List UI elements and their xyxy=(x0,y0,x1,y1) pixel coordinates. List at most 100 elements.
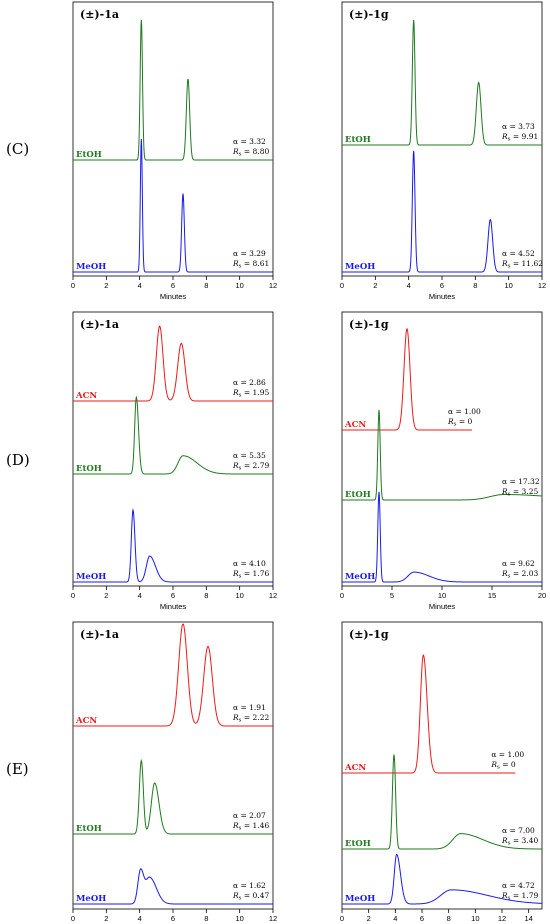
alpha-annotation: α = 1.91 xyxy=(233,703,266,712)
x-axis-label: Minutes xyxy=(160,292,187,301)
x-tick-label: 12 xyxy=(269,591,277,600)
x-tick-label: 8 xyxy=(204,281,208,290)
x-tick-label: 6 xyxy=(171,281,175,290)
alpha-annotation: α = 3.32 xyxy=(233,137,266,146)
x-axis-label: Minutes xyxy=(429,602,456,611)
row-label-e-text: (E) xyxy=(6,760,29,778)
x-tick-label: 4 xyxy=(138,281,142,290)
trace-acn xyxy=(342,328,472,431)
x-tick-label: 20 xyxy=(538,591,546,600)
x-tick-label: 12 xyxy=(269,914,277,923)
panel-title: (±)-1g xyxy=(349,318,389,331)
x-tick-label: 8 xyxy=(204,914,208,923)
x-tick-label: 4 xyxy=(407,281,411,290)
rs-annotation: Rs = 3.40 xyxy=(501,836,538,847)
panel-title: (±)-1g xyxy=(349,8,389,21)
alpha-annotation: α = 4.72 xyxy=(502,881,535,890)
x-tick-label: 2 xyxy=(104,914,108,923)
trace-meoh xyxy=(73,508,273,583)
alpha-annotation: α = 3.73 xyxy=(502,122,535,131)
x-tick-label: 8 xyxy=(447,914,451,923)
rs-annotation: Rs = 2.22 xyxy=(232,713,269,724)
solvent-label: EtOH xyxy=(345,490,371,500)
trace-etoh xyxy=(73,758,273,835)
trace-meoh xyxy=(73,138,273,273)
alpha-annotation: α = 4.52 xyxy=(502,249,535,258)
solvent-label: ACN xyxy=(344,763,366,773)
solvent-label: MeOH xyxy=(345,894,375,904)
panel-title: (±)-1a xyxy=(80,318,119,331)
rs-annotation: Rs = 1.95 xyxy=(232,388,269,399)
trace-etoh xyxy=(342,19,542,146)
row-label-d: (D) xyxy=(6,451,30,469)
x-tick-label: 0 xyxy=(340,281,344,290)
rs-annotation: Rs = 1.79 xyxy=(501,891,538,902)
rs-annotation: Rs = 3.25 xyxy=(501,487,538,498)
x-tick-label: 10 xyxy=(235,914,243,923)
panel-title: (±)-1g xyxy=(349,628,389,641)
x-tick-label: 2 xyxy=(104,281,108,290)
panel-title: (±)-1a xyxy=(80,8,119,21)
trace-acn xyxy=(342,654,516,774)
x-tick-label: 4 xyxy=(138,591,142,600)
x-tick-label: 6 xyxy=(440,281,444,290)
solvent-label: EtOH xyxy=(345,839,371,849)
rs-annotation: Rs = 0.47 xyxy=(232,891,269,902)
rs-annotation: Rs = 1.76 xyxy=(232,569,269,580)
rs-annotation: Rs = 11.62 xyxy=(501,259,543,270)
solvent-label: EtOH xyxy=(76,824,102,834)
rs-annotation: Rs = 0 xyxy=(490,760,516,771)
trace-acn xyxy=(73,325,273,402)
solvent-label: EtOH xyxy=(345,135,371,145)
trace-meoh xyxy=(342,491,542,583)
x-tick-label: 8 xyxy=(204,591,208,600)
rs-annotation: Rs = 2.79 xyxy=(232,461,269,472)
solvent-label: ACN xyxy=(75,716,97,726)
trace-etoh xyxy=(342,409,543,501)
solvent-label: ACN xyxy=(75,391,97,401)
x-tick-label: 2 xyxy=(367,914,371,923)
x-tick-label: 0 xyxy=(340,591,344,600)
x-tick-label: 14 xyxy=(524,914,532,923)
x-tick-label: 6 xyxy=(420,914,424,923)
x-tick-label: 5 xyxy=(390,591,394,600)
x-tick-label: 6 xyxy=(171,591,175,600)
x-tick-label: 2 xyxy=(104,591,108,600)
x-tick-label: 4 xyxy=(393,914,397,923)
plot-frame xyxy=(341,311,543,587)
solvent-label: EtOH xyxy=(76,464,102,474)
x-tick-label: 10 xyxy=(235,591,243,600)
alpha-annotation: α = 4.10 xyxy=(233,559,266,568)
x-tick-label: 10 xyxy=(471,914,479,923)
x-axis-label: Minutes xyxy=(160,602,187,611)
x-tick-label: 6 xyxy=(171,914,175,923)
rs-annotation: Rs = 9.91 xyxy=(501,132,538,143)
rs-annotation: Rs = 0 xyxy=(447,417,473,428)
row-label-e: (E) xyxy=(6,760,29,778)
x-tick-label: 12 xyxy=(538,281,546,290)
alpha-annotation: α = 17.32 xyxy=(502,477,540,486)
trace-etoh xyxy=(342,754,542,850)
trace-meoh xyxy=(342,150,542,273)
solvent-label: MeOH xyxy=(345,572,375,582)
alpha-annotation: α = 1.00 xyxy=(448,407,481,416)
solvent-label: MeOH xyxy=(345,262,375,272)
x-tick-label: 10 xyxy=(504,281,512,290)
x-tick-label: 4 xyxy=(138,914,142,923)
alpha-annotation: α = 7.00 xyxy=(502,826,535,835)
x-tick-label: 10 xyxy=(235,281,243,290)
alpha-annotation: α = 1.62 xyxy=(233,881,266,890)
x-tick-label: 12 xyxy=(269,281,277,290)
alpha-annotation: α = 2.86 xyxy=(233,378,266,387)
x-tick-label: 8 xyxy=(473,281,477,290)
x-tick-label: 12 xyxy=(498,914,506,923)
solvent-label: ACN xyxy=(344,420,366,430)
solvent-label: MeOH xyxy=(76,262,106,272)
